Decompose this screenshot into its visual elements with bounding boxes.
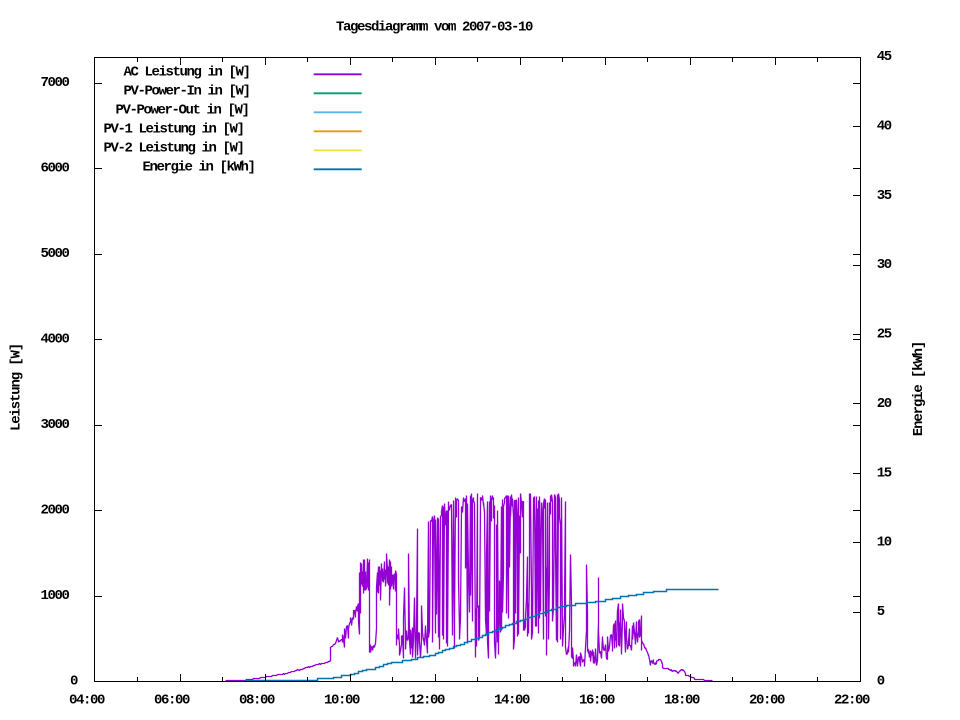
svg-text:10:00: 10:00 (324, 692, 360, 708)
svg-text:20: 20 (877, 396, 892, 412)
svg-text:Energie [kWh]: Energie [kWh] (911, 342, 927, 436)
svg-text:5000: 5000 (40, 246, 69, 262)
svg-text:5: 5 (877, 604, 885, 620)
svg-text:4000: 4000 (40, 332, 69, 348)
svg-text:0: 0 (70, 673, 78, 689)
svg-text:PV-Power-Out in [W]: PV-Power-Out in [W] (115, 103, 248, 119)
svg-text:0: 0 (877, 674, 885, 690)
svg-text:25: 25 (877, 327, 892, 343)
svg-text:16:00: 16:00 (579, 692, 615, 708)
svg-text:35: 35 (877, 188, 892, 204)
svg-text:14:00: 14:00 (494, 692, 530, 708)
svg-text:1000: 1000 (40, 588, 69, 604)
svg-text:04:00: 04:00 (69, 692, 105, 708)
svg-text:Leistung [W]: Leistung [W] (9, 344, 25, 431)
svg-text:12:00: 12:00 (409, 692, 445, 708)
svg-text:45: 45 (877, 49, 892, 65)
svg-text:Energie in [kWh]: Energie in [kWh] (142, 160, 254, 176)
svg-text:20:00: 20:00 (749, 692, 785, 708)
svg-text:PV-1 Leistung in [W]: PV-1 Leistung in [W] (103, 122, 243, 138)
svg-text:30: 30 (877, 257, 892, 273)
svg-text:PV-Power-In in [W]: PV-Power-In in [W] (123, 84, 249, 100)
svg-text:Tagesdiagramm vom 2007-03-10: Tagesdiagramm vom 2007-03-10 (336, 20, 533, 36)
svg-text:18:00: 18:00 (664, 692, 700, 708)
svg-text:40: 40 (877, 118, 892, 134)
svg-text:2000: 2000 (40, 502, 69, 518)
svg-text:06:00: 06:00 (154, 692, 190, 708)
svg-text:22:00: 22:00 (834, 692, 870, 708)
svg-text:AC Leistung in [W]: AC Leistung in [W] (123, 65, 249, 81)
svg-text:10: 10 (877, 535, 892, 551)
svg-text:PV-2 Leistung in [W]: PV-2 Leistung in [W] (103, 141, 243, 157)
svg-text:7000: 7000 (40, 75, 69, 91)
svg-text:15: 15 (877, 465, 892, 481)
svg-text:3000: 3000 (40, 417, 69, 433)
svg-text:08:00: 08:00 (239, 692, 275, 708)
svg-text:6000: 6000 (40, 161, 69, 177)
